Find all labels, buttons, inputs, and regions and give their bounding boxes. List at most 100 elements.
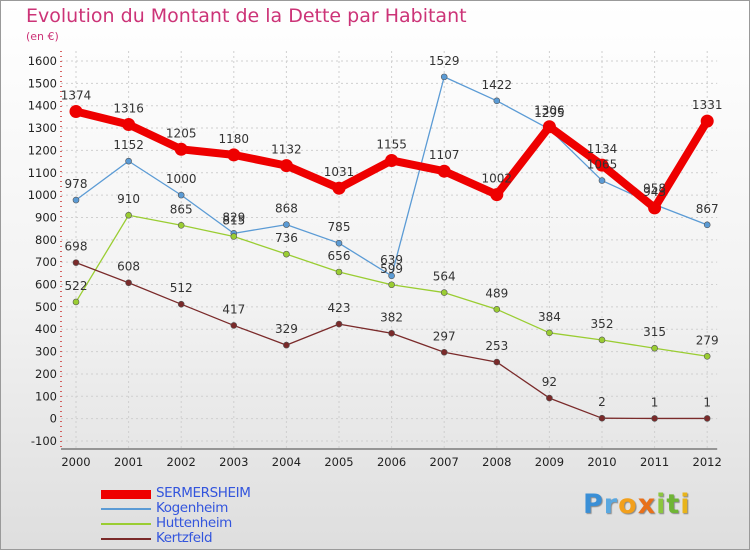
data-point	[648, 201, 662, 215]
data-label: 1065	[587, 158, 618, 172]
data-label: 512	[170, 281, 193, 295]
x-tick-label: 2005	[324, 455, 353, 469]
data-point	[440, 289, 448, 296]
y-tick-label: 900	[35, 210, 57, 224]
data-point	[703, 415, 711, 422]
legend-item-4: Kertzfeld	[101, 530, 301, 546]
grid-lines	[61, 51, 718, 449]
data-label: 1155	[376, 137, 407, 151]
data-label: 943	[643, 185, 666, 199]
data-label: 1306	[534, 104, 565, 118]
data-label: 352	[591, 317, 614, 331]
y-tick-label: 0	[50, 412, 57, 426]
data-label: 910	[117, 192, 140, 206]
x-tick-label: 2003	[219, 455, 248, 469]
legend-swatch	[101, 538, 151, 540]
data-point	[388, 272, 395, 280]
y-tick-label: 400	[35, 322, 57, 336]
data-label: 656	[328, 249, 351, 263]
data-point	[700, 114, 714, 128]
data-label: 868	[275, 202, 298, 216]
data-label: 1132	[271, 143, 302, 157]
data-point	[598, 336, 606, 344]
data-label: 867	[696, 202, 719, 216]
data-point	[703, 221, 711, 229]
y-tick-label: 800	[35, 233, 57, 247]
series-lines	[69, 73, 714, 422]
chart-unit-label: (en €)	[26, 30, 59, 43]
data-point	[651, 344, 658, 352]
logo-letter: P	[583, 489, 604, 520]
data-point	[72, 196, 80, 204]
data-label: 1152	[113, 138, 144, 152]
data-label: 384	[538, 310, 561, 324]
data-label: 253	[485, 339, 508, 353]
data-label: 978	[65, 177, 88, 191]
data-label: 1000	[166, 172, 197, 186]
data-label: 489	[485, 286, 508, 300]
y-tick-label: 1300	[28, 121, 57, 135]
data-label: 1180	[219, 132, 250, 146]
data-label: 829	[222, 210, 245, 224]
data-point	[437, 164, 451, 178]
data-point	[335, 239, 343, 247]
data-point	[227, 148, 241, 162]
chart-title: Evolution du Montant de la Dette par Hab…	[26, 5, 467, 27]
data-label: 1316	[113, 101, 144, 115]
legend-item-2: Kogenheim	[101, 500, 301, 516]
data-point	[125, 157, 132, 165]
data-label: 329	[275, 322, 298, 336]
data-point	[598, 414, 606, 422]
legend: SERMERSHEIM Kogenheim Huttenheim Kertzfe…	[101, 485, 301, 546]
legend-swatch	[101, 523, 151, 525]
logo-letter: o	[618, 489, 638, 520]
logo-letter: i	[680, 489, 691, 520]
data-point	[332, 181, 346, 195]
y-tick-label: -100	[31, 434, 57, 448]
data-label: 1422	[482, 78, 513, 92]
data-label: 564	[433, 270, 456, 284]
y-tick-label: 1200	[28, 143, 57, 157]
data-label: 417	[222, 302, 245, 316]
logo-letter: x	[637, 489, 657, 520]
data-point	[125, 279, 132, 287]
y-tick-label: 100	[35, 389, 57, 403]
x-tick-label: 2000	[61, 455, 90, 469]
data-point	[283, 341, 290, 349]
data-label: 1	[651, 395, 659, 409]
data-label: 522	[65, 279, 88, 293]
x-tick-label: 2002	[167, 455, 196, 469]
data-point	[174, 142, 188, 156]
data-point	[595, 158, 609, 172]
y-tick-label: 300	[35, 345, 57, 359]
logo-letter: i	[656, 489, 667, 520]
data-point	[177, 221, 185, 229]
data-label: 279	[696, 333, 719, 347]
data-point	[177, 300, 185, 308]
data-point	[177, 191, 185, 199]
y-tick-label: 1600	[28, 54, 57, 68]
y-tick-label: 1100	[28, 166, 57, 180]
data-label: 1002	[482, 172, 513, 186]
data-label: 785	[328, 220, 351, 234]
data-labels: 1374 1316 1205 1180 1132 1031 1155 1107 1002 1306…	[61, 54, 723, 410]
data-point	[230, 322, 238, 329]
data-point	[703, 352, 711, 360]
x-tick-label: 2007	[430, 455, 459, 469]
x-tick-label: 2009	[535, 455, 564, 469]
data-point	[542, 120, 556, 134]
y-tick-label: 700	[35, 255, 57, 269]
data-point	[283, 221, 290, 228]
data-label: 958	[643, 182, 666, 196]
data-point	[493, 306, 501, 313]
logo-letter: t	[666, 489, 681, 520]
y-tick-label: 1400	[28, 99, 57, 113]
y-tick-label: 1500	[28, 76, 57, 90]
legend-item-1: SERMERSHEIM	[101, 485, 301, 501]
data-label: 639	[380, 253, 403, 267]
data-label: 1529	[429, 54, 460, 68]
data-point	[651, 415, 658, 422]
legend-item-3: Huttenheim	[101, 515, 301, 531]
